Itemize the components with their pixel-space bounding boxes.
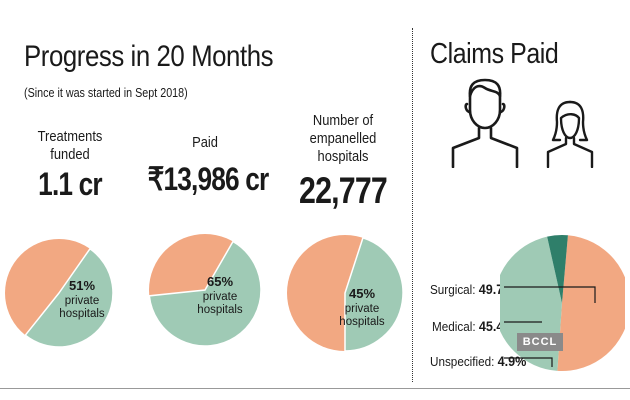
page-subtitle: (Since it was started in Sept 2018) [24,86,188,100]
male-pct: % [496,181,507,193]
claims-title: Claims Paid [430,38,559,70]
claims-leader-surgical [504,286,596,303]
claims-pie-svg [500,235,625,371]
pie-2-value-label: 65% [207,274,233,289]
female-label: Female: [526,179,576,195]
pie-2-private-slice [148,240,262,347]
stat-hospitals-label: Number of empanelled hospitals [287,112,399,166]
pie-2-desc-line: private [203,291,238,303]
pie-2-desc-line: hospitals [197,304,243,316]
female-value: 48 [578,178,596,196]
stat-paid-label: Paid [145,134,265,152]
claims-slice-surgical [557,235,625,371]
claim-medical-value: 45.4 [478,318,504,334]
female-pct: % [595,181,605,193]
pie-1-value-label: 51% [69,278,95,293]
pie-1-private-slice [24,247,114,348]
pie-charts-svg: 51%privatehospitals65%privatehospitals45… [5,234,404,352]
section-divider [412,28,413,382]
pie-3-desc-line: hospitals [339,316,385,328]
stat-hospitals-label-line3: hospitals [317,148,369,165]
claim-surgical-value: 49.7 [478,281,504,297]
claim-unspecified-pct: % [515,353,527,369]
stat-paid-value: ₹13,986 cr [147,161,270,197]
female-figure-icon [546,100,594,168]
claim-unspecified-name: Unspecified: [430,354,495,369]
bottom-rule [0,388,630,389]
stat-hospitals-label-line1: Number of [312,112,374,129]
stat-hospitals-label-line2: empanelled [309,130,377,147]
stat-treatments-label-line1: Treatments [37,128,103,145]
claim-label-unspecified: Unspecified: 4.9% [430,353,526,369]
male-share-box: Male: 52% [431,167,519,207]
stat-hospitals: Number of empanelled hospitals 22,777 [278,112,408,212]
pie-3-private-slice [344,236,404,352]
stat-treatments-label-line2: funded [50,146,90,163]
male-label: Male: [443,179,477,195]
claims-leader-unspecified [504,357,553,367]
pie-3-desc-line: private [345,303,380,315]
pie-1-desc-line: private [65,295,100,307]
watermark-badge: BCCL [517,333,563,351]
claim-medical-name: Medical: [432,319,476,334]
pie-3-value-label: 45% [349,286,375,301]
claim-unspecified-value: 4.9 [497,353,516,369]
stat-treatments-value: 1.1 cr [38,166,102,202]
male-figure-icon [451,78,519,168]
pie-1-desc-line: hospitals [59,308,105,320]
stat-hospitals-value: 22,777 [299,170,388,211]
stat-paid-label-line1: Paid [192,134,218,151]
stat-paid: Paid ₹13,986 cr [135,134,275,198]
male-value: 52 [479,178,497,196]
stat-treatments: Treatments funded 1.1 cr [10,128,130,203]
claims-slice-unspecified [547,235,568,303]
stat-treatments-label: Treatments funded [18,128,121,164]
page-title: Progress in 20 Months [24,40,274,73]
claim-surgical-name: Surgical: [430,282,476,297]
female-share-box: Female: 48% [521,167,610,207]
